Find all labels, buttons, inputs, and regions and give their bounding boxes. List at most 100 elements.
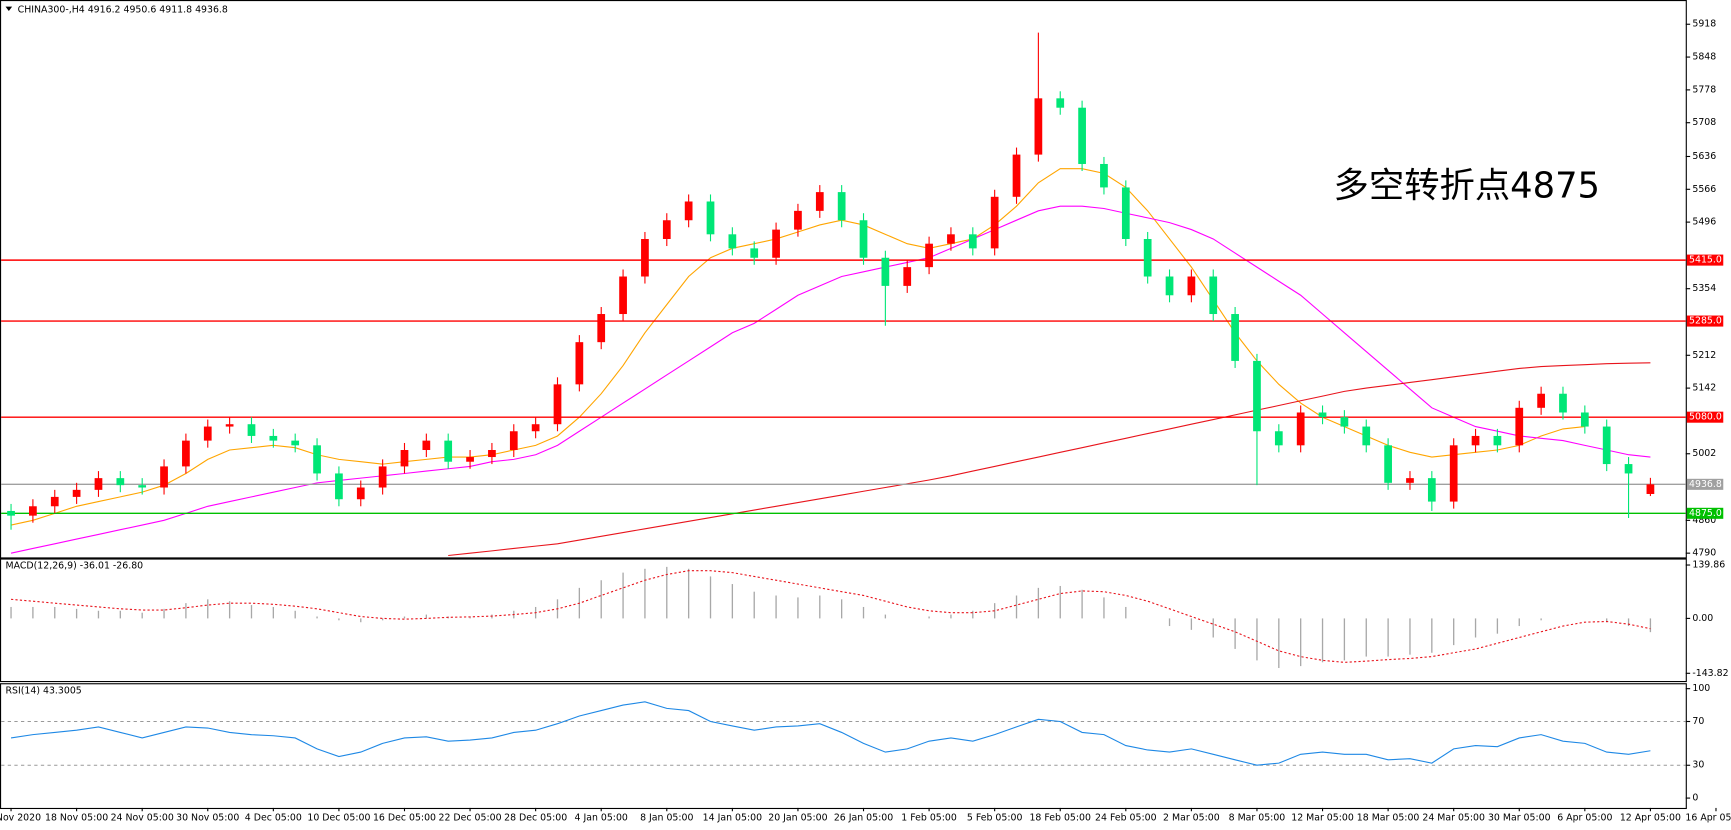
- level-label: 5080.0: [1689, 412, 1722, 423]
- candle-body: [662, 220, 671, 239]
- candle-body: [1209, 276, 1218, 315]
- x-tick-label: 16 Dec 05:00: [373, 812, 436, 823]
- candle-body: [1406, 478, 1414, 483]
- level-box: [1686, 507, 1724, 519]
- candle-body: [291, 440, 300, 446]
- candle-body: [422, 440, 431, 451]
- candle-body: [641, 238, 649, 277]
- candle-body: [1078, 107, 1086, 164]
- x-tick-label: 5 Feb 05:00: [967, 812, 1023, 823]
- y-tick-label: 0.00: [1692, 613, 1713, 624]
- candle-body: [859, 220, 868, 258]
- candle-body: [1318, 412, 1327, 418]
- candle-body: [160, 466, 168, 488]
- x-tick-label: 12 Apr 05:00: [1620, 812, 1681, 823]
- candle-body: [772, 229, 780, 258]
- x-tick-label: 8 Mar 05:00: [1229, 812, 1286, 823]
- candle-body: [925, 243, 933, 268]
- x-tick-label: 4 Dec 05:00: [245, 812, 302, 823]
- y-tick-label: 30: [1692, 760, 1704, 771]
- candle-body: [72, 489, 81, 497]
- level-box: [1686, 411, 1724, 423]
- candle-body: [269, 435, 278, 441]
- macd-signal: [10, 570, 1651, 663]
- candle-body: [378, 466, 387, 488]
- x-tick-label: 30 Nov 05:00: [176, 812, 239, 823]
- x-tick-label: 26 Jan 05:00: [834, 812, 893, 823]
- x-tick-label: 20 Jan 05:00: [768, 812, 827, 823]
- main-panel: [0, 0, 1687, 559]
- candle-body: [1056, 98, 1065, 108]
- candle-body: [1296, 412, 1305, 446]
- candle-body: [881, 257, 890, 286]
- y-tick-label: 5636: [1692, 151, 1716, 162]
- x-tick-label: 10 Dec 05:00: [307, 812, 370, 823]
- candle-body: [1384, 445, 1392, 483]
- candle-body: [1100, 163, 1108, 188]
- candle-body: [553, 384, 562, 425]
- candle-body: [313, 445, 321, 474]
- rsi-panel: [0, 683, 1687, 810]
- y-tick-label: 5708: [1692, 117, 1716, 128]
- candle-body: [815, 192, 824, 211]
- candle-body: [1034, 98, 1043, 155]
- y-tick-label: 4860: [1692, 515, 1716, 526]
- candle-body: [947, 234, 955, 244]
- x-tick-label: 8 Jan 05:00: [640, 812, 693, 823]
- y-tick-label: 5212: [1692, 350, 1716, 361]
- panel-title: RSI(14) 43.3005: [6, 685, 82, 696]
- candle-body: [1580, 412, 1589, 427]
- y-tick-label: 5918: [1692, 19, 1716, 30]
- annotation: 多空转折点4875: [1334, 166, 1600, 207]
- macd-panel: [0, 558, 1687, 683]
- candle-body: [356, 487, 365, 500]
- x-tick-label: 28 Dec 05:00: [504, 812, 567, 823]
- moving-average: [10, 205, 1651, 554]
- y-tick-label: 5002: [1692, 448, 1716, 459]
- candle-body: [1231, 314, 1239, 361]
- candle-body: [509, 431, 518, 451]
- x-tick-label: 24 Feb 05:00: [1095, 812, 1157, 823]
- candle-body: [247, 424, 256, 436]
- x-tick-label: 2 Mar 05:00: [1163, 812, 1220, 823]
- candle-body: [1253, 360, 1261, 432]
- x-tick-label: 16 Apr 05:00: [1685, 812, 1731, 823]
- level-label: 4875.0: [1689, 508, 1722, 519]
- y-tick-label: 0: [1692, 793, 1698, 804]
- candle-body: [1537, 393, 1545, 408]
- x-tick-label: 24 Nov 05:00: [111, 812, 174, 823]
- candle-body: [968, 234, 977, 249]
- candle-body: [990, 196, 999, 249]
- candle-body: [488, 450, 496, 458]
- y-tick-label: 5354: [1692, 283, 1716, 294]
- level-label: 4936.8: [1689, 479, 1722, 490]
- candle-body: [94, 478, 103, 490]
- candle-body: [182, 440, 190, 467]
- x-tick-label: 22 Dec 05:00: [439, 812, 502, 823]
- x-tick-label: 1 Feb 05:00: [901, 812, 957, 823]
- y-tick-label: 139.86: [1692, 560, 1725, 571]
- panel-title: CHINA300-,H4 4916.2 4950.6 4911.8 4936.8: [18, 4, 228, 15]
- x-tick-label: 6 Apr 05:00: [1557, 812, 1612, 823]
- candle-body: [1143, 238, 1152, 277]
- candle-body: [1274, 431, 1283, 446]
- candle-body: [575, 342, 584, 385]
- candle-body: [903, 267, 912, 286]
- candle-body: [728, 234, 737, 249]
- x-tick-label: 12 Mar 05:00: [1291, 812, 1354, 823]
- candle-body: [444, 440, 453, 462]
- y-tick-label: 5778: [1692, 84, 1716, 95]
- y-tick-label: 4790: [1692, 548, 1716, 559]
- y-tick-label: 5142: [1692, 383, 1716, 394]
- candle-body: [684, 201, 693, 221]
- y-tick-label: 100: [1692, 683, 1710, 694]
- candle-body: [225, 424, 234, 427]
- candle-body: [794, 210, 802, 230]
- candle-body: [29, 506, 37, 516]
- candle-body: [531, 424, 540, 432]
- level-label: 5415.0: [1689, 255, 1722, 266]
- candle-body: [1493, 435, 1502, 446]
- candle-body: [1602, 426, 1611, 465]
- y-tick-label: -143.82: [1692, 668, 1728, 679]
- x-tick-label: 18 Feb 05:00: [1029, 812, 1091, 823]
